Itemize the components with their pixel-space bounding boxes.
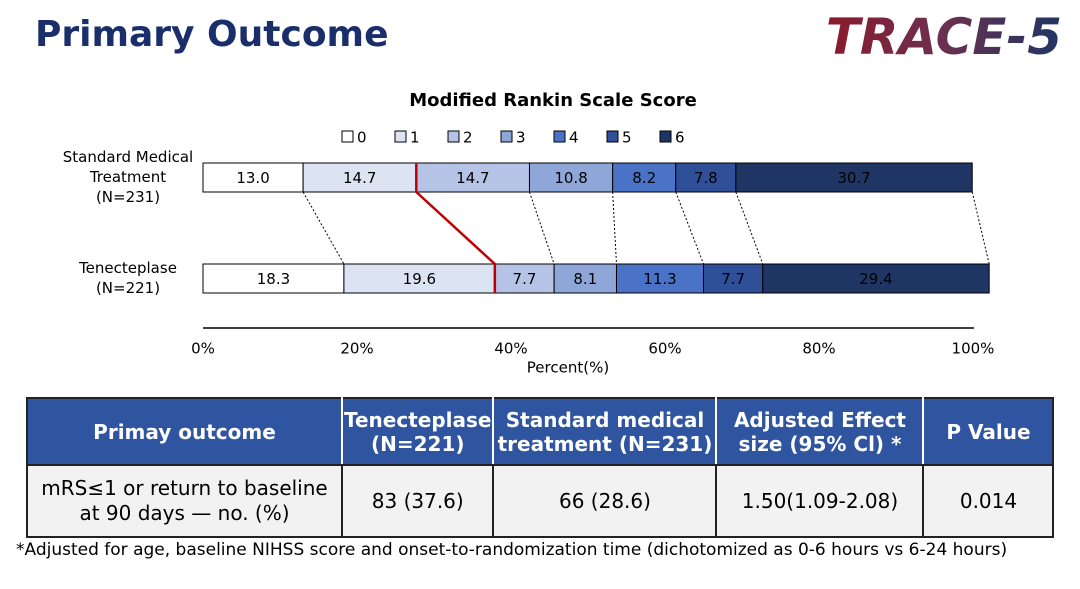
legend-label: 2 (463, 129, 473, 147)
x-tick-label: 80% (802, 340, 835, 358)
legend-label: 1 (410, 129, 420, 147)
legend-label: 0 (357, 129, 367, 147)
x-tick-label: 60% (648, 340, 681, 358)
connector (675, 191, 704, 265)
connector (612, 191, 617, 265)
legend-swatch (447, 130, 460, 143)
header-cell: Tenecteplase (N=221) (340, 397, 495, 466)
value-label: 30.7 (837, 169, 870, 187)
legend-label: 3 (516, 129, 526, 147)
logo: TRACE-5 (825, 8, 1062, 66)
chart-title: Modified Rankin Scale Score (409, 90, 697, 111)
slide-title: Primary Outcome (35, 14, 389, 55)
table-header: Primay outcome Tenecteplase (N=221) Stan… (26, 397, 1055, 466)
bar-segment (612, 162, 677, 193)
legend-label: 4 (569, 129, 579, 147)
header-cell: Primay outcome (26, 397, 343, 466)
cell: mRS≤1 or return to baseline at 90 days —… (26, 464, 343, 538)
cell: 0.014 (922, 464, 1055, 538)
outcome-table: Primay outcome Tenecteplase (N=221) Stan… (26, 397, 1055, 538)
connector (971, 191, 990, 265)
legend-swatch (659, 130, 672, 143)
bar-segment (528, 162, 614, 193)
value-label: 8.1 (573, 270, 597, 288)
header-cell: Adjusted Effect size (95% Cl) * (715, 397, 925, 466)
x-tick-label: 20% (340, 340, 373, 358)
bar-segment (675, 162, 737, 193)
x-axis-label: Percent(%) (527, 359, 609, 377)
legend-swatch (606, 130, 619, 143)
category-label: Tenecteplase (N=221) (79, 259, 177, 297)
legend-label: 6 (675, 129, 685, 147)
bar-segment (615, 263, 704, 294)
value-label: 19.6 (403, 270, 436, 288)
x-tick-label: 100% (952, 340, 995, 358)
value-label: 14.7 (343, 169, 376, 187)
header-cell: P Value (922, 397, 1055, 466)
value-label: 10.8 (554, 169, 587, 187)
bar-segment (735, 162, 973, 193)
value-label: 14.7 (456, 169, 489, 187)
legend-label: 5 (622, 129, 632, 147)
value-label: 7.8 (694, 169, 718, 187)
legend-swatch (553, 130, 566, 143)
category-label: Standard Medical Treatment (N=231) (62, 148, 194, 206)
table-row: mRS≤1 or return to baseline at 90 days —… (26, 464, 1055, 538)
connector (735, 191, 764, 265)
bar-segment (762, 263, 990, 294)
bar-segment (202, 263, 345, 294)
value-label: 18.3 (257, 270, 290, 288)
cell: 83 (37.6) (340, 464, 495, 538)
footnote: *Adjusted for age, baseline NIHSS score … (16, 540, 1008, 560)
header-cell: Standard medical treatment (N=231) (492, 397, 718, 466)
x-tick-label: 40% (494, 340, 527, 358)
value-label: 29.4 (859, 270, 892, 288)
bar-segment (302, 162, 417, 193)
threshold-line (415, 191, 496, 265)
legend-swatch (341, 130, 354, 143)
value-label: 7.7 (721, 270, 745, 288)
bar-segment (343, 263, 496, 294)
value-label: 7.7 (513, 270, 537, 288)
cell: 1.50(1.09-2.08) (715, 464, 925, 538)
chart: Modified Rankin Scale Score Percent(%) 0… (191, 90, 995, 377)
legend-swatch (394, 130, 407, 143)
connector (529, 191, 555, 265)
connector (302, 191, 345, 265)
cell: 66 (28.6) (492, 464, 718, 538)
value-label: 8.2 (632, 169, 656, 187)
legend-swatch (500, 130, 513, 143)
value-label: 11.3 (643, 270, 676, 288)
bar-segment (703, 263, 764, 294)
bar-segment (553, 263, 617, 294)
value-label: 13.0 (236, 169, 269, 187)
x-tick-label: 0% (191, 340, 215, 358)
